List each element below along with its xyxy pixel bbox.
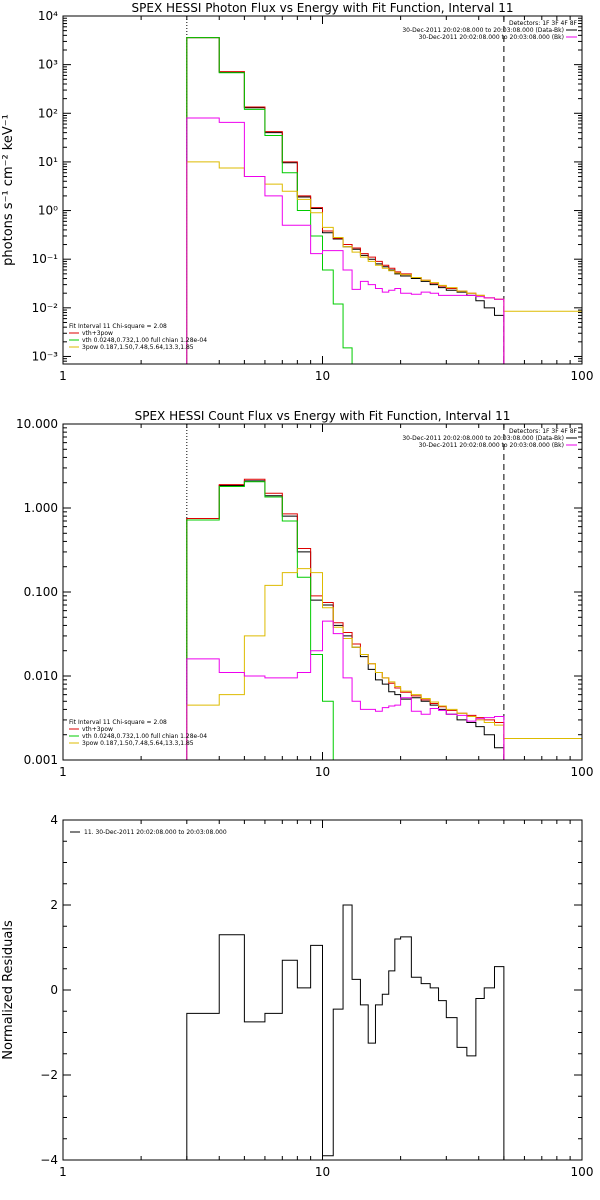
fit-legend-entry: 3pow 0.187,1.50,7.48,5.64,13.3,1.85 — [82, 740, 194, 747]
legend-entry: 30-Dec-2011 20:02:08.000 to 20:03:08.000… — [419, 34, 564, 41]
series-3pow-0-187-1-50-7-48-5-64-13-3-1-85 — [186, 161, 582, 364]
series-vth-0-0248-0-732-1-00-full-chian-1-28e-0 — [186, 481, 334, 760]
y-tick-label: 0.010 — [24, 669, 58, 683]
y-tick-label: 10² — [38, 106, 58, 120]
chart-title: SPEX HESSI Photon Flux vs Energy with Fi… — [132, 1, 514, 15]
x-tick-label: 100 — [571, 1165, 594, 1179]
x-tick-label: 10 — [315, 369, 330, 383]
y-tick-label: 0.100 — [24, 585, 58, 599]
series-detectors-1f-3f-4f-8f — [186, 37, 505, 364]
plot-frame — [62, 819, 583, 1161]
legend-entry: 11. 30-Dec-2011 20:02:08.000 to 20:03:08… — [84, 829, 227, 836]
y-tick-label: 10⁻³ — [32, 349, 59, 363]
y-tick-label: 10¹ — [38, 155, 58, 169]
fit-legend-entry: vth+3pow — [82, 330, 113, 337]
series-11-30-dec-2011-20-02-08-000-to-20-03-08- — [186, 904, 505, 1160]
series-3pow-0-187-1-50-7-48-5-64-13-3-1-85 — [186, 568, 582, 760]
y-tick-label: 1.000 — [24, 501, 58, 515]
x-tick-label: 10 — [315, 1165, 330, 1179]
legend-entry: 30-Dec-2011 20:02:08.000 to 20:03:08.000… — [402, 27, 564, 34]
fit-legend-header: Fit Interval 11 Chi-square = 2.08 — [69, 323, 167, 330]
y-tick-label: 10³ — [38, 58, 58, 72]
y-tick-label: 10⁻¹ — [32, 252, 59, 266]
fit-legend-entry: vth 0.0248,0.732,1.00 full chian 1.28e-0… — [82, 337, 207, 344]
series-30-dec-2011-20-02-08-000-to-20-03-08-000 — [186, 117, 505, 364]
legend-header: Detectors: 1F 3F 4F 8F — [509, 428, 578, 435]
y-tick-label: 0.001 — [24, 753, 58, 767]
y-tick-label: 0 — [50, 983, 58, 997]
y-tick-label: 4 — [50, 813, 58, 827]
x-tick-label: 1 — [59, 369, 67, 383]
y-tick-label: 10⁰ — [38, 204, 58, 218]
chart-title: SPEX HESSI Count Flux vs Energy with Fit… — [135, 409, 511, 423]
series-vth-3pow — [186, 37, 505, 364]
legend-entry: 30-Dec-2011 20:02:08.000 to 20:03:08.000… — [419, 442, 564, 449]
legend-header: Detectors: 1F 3F 4F 8F — [509, 20, 578, 27]
x-tick-label: 10 — [315, 765, 330, 779]
y-tick-label: 10.000 — [16, 417, 58, 431]
legend-entry: 30-Dec-2011 20:02:08.000 to 20:03:08.000… — [402, 435, 564, 442]
x-tick-label: 1 — [59, 765, 67, 779]
series-vth-0-0248-0-732-1-00-full-chian-1-28e-0 — [186, 37, 353, 364]
series-30-dec-2011-20-02-08-000-to-20-03-08-000 — [186, 620, 505, 760]
plot-frame — [62, 15, 583, 365]
fit-legend-entry: vth 0.0248,0.732,1.00 full chian 1.28e-0… — [82, 733, 207, 740]
x-tick-label: 100 — [571, 369, 594, 383]
y-axis-label: Normalized Residuals — [1, 920, 16, 1060]
x-tick-label: 100 — [571, 765, 594, 779]
x-tick-label: 1 — [59, 1165, 67, 1179]
series-vth-3pow — [186, 478, 505, 760]
y-axis-label: photons s⁻¹ cm⁻² keV⁻¹ — [1, 114, 16, 266]
y-tick-label: −2 — [40, 1068, 58, 1082]
y-tick-label: −4 — [40, 1153, 58, 1167]
series-detectors-1f-3f-4f-8f — [186, 480, 505, 760]
y-tick-label: 2 — [50, 898, 58, 912]
fit-legend-entry: vth+3pow — [82, 726, 113, 733]
plot-frame — [62, 423, 583, 761]
fit-legend-entry: 3pow 0.187,1.50,7.48,5.64,13.3,1.85 — [82, 344, 194, 351]
y-tick-label: 10⁻² — [32, 301, 59, 315]
fit-legend-header: Fit Interval 11 Chi-square = 2.08 — [69, 719, 167, 726]
y-tick-label: 10⁴ — [38, 9, 58, 23]
